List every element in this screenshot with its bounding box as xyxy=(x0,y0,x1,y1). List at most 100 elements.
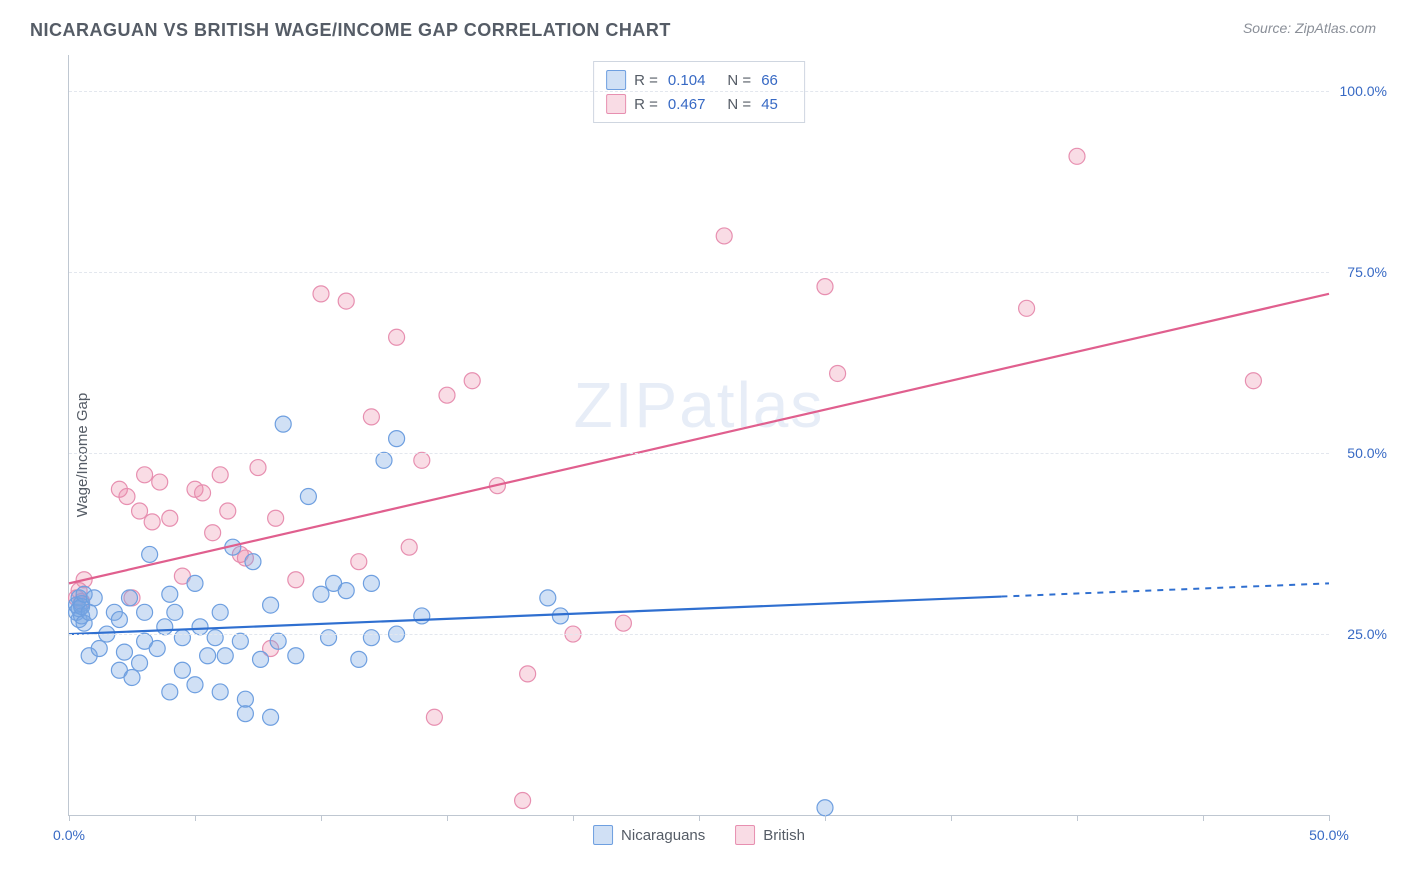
data-point-nicaraguans xyxy=(300,489,316,505)
x-tick xyxy=(1077,815,1078,821)
data-point-nicaraguans xyxy=(217,648,233,664)
data-point-british xyxy=(205,525,221,541)
source-label: Source: xyxy=(1243,20,1291,36)
gridline xyxy=(69,453,1329,454)
chart-header: NICARAGUAN VS BRITISH WAGE/INCOME GAP CO… xyxy=(0,0,1406,41)
data-point-nicaraguans xyxy=(116,644,132,660)
data-point-british xyxy=(212,467,228,483)
data-point-british xyxy=(439,387,455,403)
data-point-british xyxy=(363,409,379,425)
data-point-british xyxy=(152,474,168,490)
y-tick-label: 50.0% xyxy=(1347,445,1387,461)
data-point-nicaraguans xyxy=(174,630,190,646)
legend-swatch-british xyxy=(735,825,755,845)
chart-title: NICARAGUAN VS BRITISH WAGE/INCOME GAP CO… xyxy=(30,20,671,41)
data-point-nicaraguans xyxy=(86,590,102,606)
x-tick xyxy=(1329,815,1330,821)
trend-line-nicaraguans xyxy=(69,597,1001,634)
data-point-british xyxy=(426,709,442,725)
source-name: ZipAtlas.com xyxy=(1295,20,1376,36)
data-point-nicaraguans xyxy=(817,800,833,816)
data-point-nicaraguans xyxy=(111,612,127,628)
data-point-nicaraguans xyxy=(414,608,430,624)
data-point-british xyxy=(338,293,354,309)
data-point-nicaraguans xyxy=(212,604,228,620)
data-point-nicaraguans xyxy=(132,655,148,671)
y-tick-label: 25.0% xyxy=(1347,626,1387,642)
data-point-british xyxy=(144,514,160,530)
x-tick xyxy=(573,815,574,821)
x-tick xyxy=(1203,815,1204,821)
data-point-nicaraguans xyxy=(275,416,291,432)
data-point-british xyxy=(817,279,833,295)
data-point-nicaraguans xyxy=(187,677,203,693)
data-point-nicaraguans xyxy=(207,630,223,646)
data-point-nicaraguans xyxy=(162,684,178,700)
data-point-british xyxy=(401,539,417,555)
data-point-nicaraguans xyxy=(174,662,190,678)
legend-label-british: British xyxy=(763,827,805,844)
data-point-british xyxy=(250,460,266,476)
data-point-nicaraguans xyxy=(142,546,158,562)
x-tick xyxy=(447,815,448,821)
series-legend: Nicaraguans British xyxy=(593,825,805,845)
data-point-british xyxy=(351,554,367,570)
data-point-nicaraguans xyxy=(232,633,248,649)
data-point-british xyxy=(313,286,329,302)
data-point-nicaraguans xyxy=(167,604,183,620)
data-point-nicaraguans xyxy=(253,651,269,667)
data-point-british xyxy=(132,503,148,519)
data-point-nicaraguans xyxy=(237,706,253,722)
data-point-nicaraguans xyxy=(389,431,405,447)
trend-line-ext-nicaraguans xyxy=(1001,583,1329,596)
gridline xyxy=(69,272,1329,273)
x-tick xyxy=(951,815,952,821)
data-point-nicaraguans xyxy=(212,684,228,700)
data-point-nicaraguans xyxy=(540,590,556,606)
data-point-nicaraguans xyxy=(81,604,97,620)
data-point-nicaraguans xyxy=(270,633,286,649)
data-point-nicaraguans xyxy=(351,651,367,667)
data-point-nicaraguans xyxy=(192,619,208,635)
x-tick xyxy=(825,815,826,821)
trend-line-british xyxy=(69,294,1329,584)
data-point-nicaraguans xyxy=(162,586,178,602)
data-point-british xyxy=(119,489,135,505)
y-tick-label: 75.0% xyxy=(1347,264,1387,280)
data-point-british xyxy=(1069,148,1085,164)
data-point-british xyxy=(195,485,211,501)
data-point-british xyxy=(220,503,236,519)
data-point-nicaraguans xyxy=(187,575,203,591)
legend-item-british: British xyxy=(735,825,805,845)
legend-item-nicaraguans: Nicaraguans xyxy=(593,825,705,845)
data-point-nicaraguans xyxy=(338,583,354,599)
data-point-nicaraguans xyxy=(363,575,379,591)
data-point-nicaraguans xyxy=(157,619,173,635)
data-point-british xyxy=(716,228,732,244)
legend-label-nicaraguans: Nicaraguans xyxy=(621,827,705,844)
data-point-nicaraguans xyxy=(121,590,137,606)
data-point-nicaraguans xyxy=(363,630,379,646)
data-point-british xyxy=(515,793,531,809)
data-point-british xyxy=(414,452,430,468)
data-point-nicaraguans xyxy=(91,641,107,657)
data-point-british xyxy=(830,365,846,381)
data-point-british xyxy=(464,373,480,389)
chart-area: Wage/Income Gap ZIPatlas R = 0.104 N = 6… xyxy=(30,55,1376,855)
data-point-nicaraguans xyxy=(313,586,329,602)
data-point-british xyxy=(520,666,536,682)
data-point-british xyxy=(615,615,631,631)
data-point-nicaraguans xyxy=(321,630,337,646)
x-tick-label: 0.0% xyxy=(53,827,85,843)
data-point-nicaraguans xyxy=(124,669,140,685)
legend-swatch-nicaraguans xyxy=(593,825,613,845)
data-point-nicaraguans xyxy=(263,709,279,725)
data-point-british xyxy=(1245,373,1261,389)
data-point-nicaraguans xyxy=(200,648,216,664)
data-point-british xyxy=(288,572,304,588)
y-tick-label: 100.0% xyxy=(1340,83,1387,99)
data-point-british xyxy=(1019,300,1035,316)
x-tick xyxy=(699,815,700,821)
data-point-british xyxy=(162,510,178,526)
gridline xyxy=(69,91,1329,92)
